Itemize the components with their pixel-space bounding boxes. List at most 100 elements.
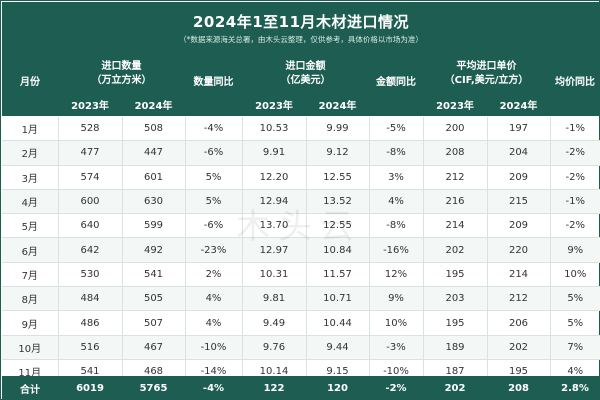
price-2023-cell: 208 xyxy=(423,140,488,166)
source-note: （*数据来源海关总署，由木头云整理，仅供参考，具体价格以市场为准） xyxy=(179,35,423,44)
price-yoy-cell: 5% xyxy=(550,310,600,336)
month-cell: 7月 xyxy=(2,262,59,288)
amount-2024-cell: 9.12 xyxy=(306,140,370,166)
price-2023-cell: 212 xyxy=(423,165,488,190)
volume-yoy-cell: -10% xyxy=(185,335,243,360)
price-2024-cell: 214 xyxy=(487,262,551,288)
price-yoy-cell: -2% xyxy=(550,165,600,190)
amount-2023-cell: 10.53 xyxy=(242,117,307,142)
amount-2023-cell: 9.81 xyxy=(242,286,307,312)
amount-yoy-cell: -3% xyxy=(369,335,424,360)
report-title: 2024年1至11月木材进口情况 xyxy=(192,13,410,31)
volume-yoy-cell: -23% xyxy=(185,237,243,263)
volume-yoy-cell: 4% xyxy=(185,310,243,336)
volume-2024-cell: 505 xyxy=(122,286,186,312)
amount-2023-cell: 9.49 xyxy=(242,310,307,336)
volume-2024-cell: 599 xyxy=(122,213,186,239)
volume-2024-cell: 508 xyxy=(122,117,186,142)
total-label: 合计 xyxy=(20,384,40,396)
price-2023-cell: 195 xyxy=(423,310,488,336)
month-cell: 8月 xyxy=(2,286,59,312)
month-cell: 4月 xyxy=(2,189,59,215)
price-2023-cell: 203 xyxy=(423,286,488,312)
price-yoy-cell: -2% xyxy=(550,140,600,166)
volume-2023-cell: 528 xyxy=(58,117,123,142)
price-yoy-cell: -2% xyxy=(550,213,600,239)
amount-2024-cell: 9.44 xyxy=(306,335,370,360)
table-row: 4月 600 630 5% 12.94 13.52 4% 216 215 -1% xyxy=(2,189,600,215)
volume-yoy-cell: 5% xyxy=(185,165,243,190)
table-row: 1月 528 508 -4% 10.53 9.99 -5% 200 197 -1% xyxy=(2,117,600,142)
header-volume-unit: （万立方米） xyxy=(91,75,152,86)
header-amount: 进口金额 xyxy=(285,61,326,72)
header-amount-yoy: 金额同比 xyxy=(376,77,416,88)
month-cell: 6月 xyxy=(2,237,59,263)
price-2024-cell: 202 xyxy=(487,335,551,360)
amount-2023-cell: 10.31 xyxy=(242,262,307,288)
total-volume-2023: 6019 xyxy=(76,382,104,394)
volume-2023-cell: 600 xyxy=(58,189,123,215)
table-row: 5月 640 599 -6% 13.70 12.55 -8% 214 209 -2% xyxy=(2,213,600,239)
header-price-2023: 2023年 xyxy=(436,101,474,112)
price-yoy-cell: 5% xyxy=(550,286,600,312)
amount-2023-cell: 13.70 xyxy=(242,213,307,239)
month-cell: 2月 xyxy=(2,140,59,166)
table-row: 8月 484 505 4% 9.81 10.71 9% 203 212 5% xyxy=(2,286,600,312)
table-row: 9月 486 507 4% 9.49 10.44 10% 195 206 5% xyxy=(2,310,600,336)
amount-2024-cell: 9.99 xyxy=(306,117,370,142)
volume-2023-cell: 530 xyxy=(58,262,123,288)
amount-yoy-cell: -8% xyxy=(369,213,424,239)
volume-yoy-cell: 2% xyxy=(185,262,243,288)
price-yoy-cell: -1% xyxy=(550,189,600,215)
amount-2023-cell: 9.76 xyxy=(242,335,307,360)
volume-2023-cell: 642 xyxy=(58,237,123,263)
data-table: 1月 528 508 -4% 10.53 9.99 -5% 200 197 -1% 2月 477 447… xyxy=(2,117,600,385)
amount-2024-cell: 10.84 xyxy=(306,237,370,263)
header-amount-2023: 2023年 xyxy=(255,101,293,112)
price-2024-cell: 220 xyxy=(487,237,551,263)
amount-yoy-cell: -8% xyxy=(369,140,424,166)
amount-2023-cell: 12.94 xyxy=(242,189,307,215)
price-2023-cell: 200 xyxy=(423,117,488,142)
amount-2024-cell: 11.57 xyxy=(306,262,370,288)
amount-yoy-cell: 9% xyxy=(369,286,424,312)
header-volume-2024: 2024年 xyxy=(134,101,173,112)
table-row: 10月 516 467 -10% 9.76 9.44 -3% 189 202 7% xyxy=(2,335,600,360)
price-2023-cell: 195 xyxy=(423,262,488,288)
total-amount-2023: 122 xyxy=(263,382,285,394)
price-2023-cell: 202 xyxy=(423,237,488,263)
volume-2023-cell: 516 xyxy=(58,335,123,360)
price-2024-cell: 204 xyxy=(487,140,551,166)
amount-yoy-cell: -16% xyxy=(369,237,424,263)
volume-2024-cell: 541 xyxy=(122,262,186,288)
volume-yoy-cell: -4% xyxy=(185,117,243,142)
header-volume-yoy: 数量同比 xyxy=(193,77,234,88)
price-2024-cell: 209 xyxy=(487,165,551,190)
month-cell: 5月 xyxy=(2,213,59,239)
price-2024-cell: 212 xyxy=(487,286,551,312)
volume-2023-cell: 486 xyxy=(58,310,123,336)
header-volume-2023: 2023年 xyxy=(71,101,109,112)
volume-yoy-cell: 5% xyxy=(185,189,243,215)
total-price-yoy: 2.8% xyxy=(561,382,589,394)
volume-2023-cell: 574 xyxy=(58,165,123,190)
header-amount-2024: 2024年 xyxy=(318,101,357,112)
amount-2024-cell: 10.44 xyxy=(306,310,370,336)
volume-2023-cell: 477 xyxy=(58,140,123,166)
price-yoy-cell: 9% xyxy=(550,237,600,263)
amount-yoy-cell: 4% xyxy=(369,189,424,215)
total-volume-2024: 5765 xyxy=(139,382,168,394)
price-2024-cell: 197 xyxy=(487,117,551,142)
amount-yoy-cell: 12% xyxy=(369,262,424,288)
amount-2023-cell: 9.91 xyxy=(242,140,307,166)
price-2023-cell: 189 xyxy=(423,335,488,360)
price-yoy-cell: -1% xyxy=(550,117,600,142)
price-2023-cell: 214 xyxy=(423,213,488,239)
header-price: 平均进口单价 xyxy=(456,61,517,72)
volume-2023-cell: 640 xyxy=(58,213,123,239)
month-cell: 10月 xyxy=(2,335,59,360)
volume-2024-cell: 492 xyxy=(122,237,186,263)
volume-2024-cell: 601 xyxy=(122,165,186,190)
amount-2023-cell: 12.97 xyxy=(242,237,307,263)
